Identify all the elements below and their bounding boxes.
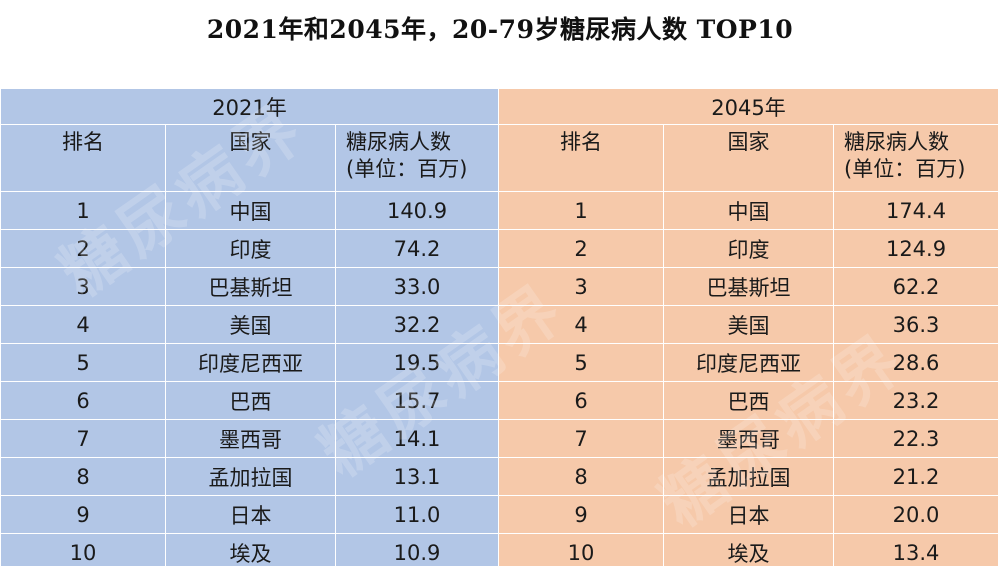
- rank-cell: 10: [0, 533, 166, 572]
- rank-cell: 5: [498, 343, 664, 382]
- rank-cell: 1: [0, 191, 166, 230]
- country-cell: 巴基斯坦: [663, 267, 834, 306]
- value-cell: 33.0: [334, 267, 500, 306]
- value-cell: 174.4: [832, 191, 1000, 230]
- rank-cell: 1: [498, 191, 664, 230]
- country-cell: 美国: [165, 305, 336, 344]
- country-cell: 美国: [663, 305, 834, 344]
- country-cell: 日本: [663, 495, 834, 534]
- country-cell: 中国: [165, 191, 336, 230]
- rank-cell: 8: [0, 457, 166, 496]
- table-row: 4 美国 36.3: [498, 305, 1000, 344]
- year-header: 2045年: [497, 88, 1000, 125]
- metric-header-line1: 糖尿病人数: [844, 130, 949, 154]
- rank-cell: 7: [498, 419, 664, 458]
- table-row: 5 印度尼西亚 28.6: [498, 343, 1000, 382]
- country-cell: 日本: [165, 495, 336, 534]
- value-cell: 13.4: [832, 533, 1000, 572]
- value-cell: 15.7: [334, 381, 500, 420]
- rank-cell: 4: [0, 305, 166, 344]
- country-header: 国家: [165, 124, 336, 192]
- country-cell: 孟加拉国: [165, 457, 336, 496]
- rank-cell: 10: [498, 533, 664, 572]
- country-cell: 巴西: [165, 381, 336, 420]
- table-row: 2 印度 124.9: [498, 229, 1000, 268]
- table-row: 7 墨西哥 22.3: [498, 419, 1000, 458]
- rank-cell: 9: [498, 495, 664, 534]
- value-cell: 28.6: [832, 343, 1000, 382]
- table-row: 1 中国 140.9: [0, 191, 500, 230]
- country-cell: 巴基斯坦: [165, 267, 336, 306]
- rank-cell: 2: [0, 229, 166, 268]
- year-header: 2021年: [0, 88, 500, 125]
- rank-cell: 3: [0, 267, 166, 306]
- chart-title: 2021年和2045年，20-79岁糖尿病人数 TOP10: [206, 15, 794, 44]
- table-row: 4 美国 32.2: [0, 305, 500, 344]
- rank-cell: 5: [0, 343, 166, 382]
- country-cell: 墨西哥: [165, 419, 336, 458]
- table-row: 7 墨西哥 14.1: [0, 419, 500, 458]
- value-cell: 20.0: [832, 495, 1000, 534]
- value-cell: 124.9: [832, 229, 1000, 268]
- country-cell: 印度尼西亚: [165, 343, 336, 382]
- country-cell: 孟加拉国: [663, 457, 834, 496]
- table-2021-panel: 2021年 排名 国家 糖尿病人数 (单位：百万) 1 中国 140.9 2 印度 74.…: [0, 88, 500, 572]
- country-cell: 埃及: [663, 533, 834, 572]
- rank-cell: 6: [498, 381, 664, 420]
- country-cell: 印度: [165, 229, 336, 268]
- value-cell: 22.3: [832, 419, 1000, 458]
- rank-cell: 8: [498, 457, 664, 496]
- value-cell: 13.1: [334, 457, 500, 496]
- value-cell: 140.9: [334, 191, 500, 230]
- value-cell: 10.9: [334, 533, 500, 572]
- rank-cell: 6: [0, 381, 166, 420]
- table-row: 2 印度 74.2: [0, 229, 500, 268]
- metric-header-line1: 糖尿病人数: [346, 130, 451, 154]
- table-row: 10 埃及 13.4: [498, 533, 1000, 572]
- country-cell: 墨西哥: [663, 419, 834, 458]
- table-row: 8 孟加拉国 13.1: [0, 457, 500, 496]
- country-cell: 巴西: [663, 381, 834, 420]
- value-cell: 62.2: [832, 267, 1000, 306]
- rank-header: 排名: [498, 124, 664, 192]
- rank-cell: 3: [498, 267, 664, 306]
- country-cell: 埃及: [165, 533, 336, 572]
- table-2045-panel: 2045年 排名 国家 糖尿病人数 (单位：百万) 1 中国 174.4 2 印度 124…: [497, 88, 1000, 572]
- table-2045: 2045年 排名 国家 糖尿病人数 (单位：百万) 1 中国 174.4 2 印度 124…: [497, 88, 1000, 572]
- metric-header-line2: (单位：百万): [844, 157, 966, 181]
- table-row: 3 巴基斯坦 33.0: [0, 267, 500, 306]
- table-body: 1 中国 174.4 2 印度 124.9 3 巴基斯坦 62.2 4 美国 36.3 5 印度尼西亚 28…: [498, 191, 1000, 572]
- value-cell: 32.2: [334, 305, 500, 344]
- metric-header-line2: (单位：百万): [346, 157, 468, 181]
- table-row: 5 印度尼西亚 19.5: [0, 343, 500, 382]
- value-cell: 11.0: [334, 495, 500, 534]
- metric-header: 糖尿病人数 (单位：百万): [334, 124, 500, 192]
- value-cell: 23.2: [832, 381, 1000, 420]
- table-row: 1 中国 174.4: [498, 191, 1000, 230]
- metric-header: 糖尿病人数 (单位：百万): [832, 124, 1000, 192]
- table-row: 10 埃及 10.9: [0, 533, 500, 572]
- rank-header: 排名: [0, 124, 166, 192]
- rank-cell: 7: [0, 419, 166, 458]
- table-row: 9 日本 11.0: [0, 495, 500, 534]
- table-row: 6 巴西 15.7: [0, 381, 500, 420]
- table-row: 8 孟加拉国 21.2: [498, 457, 1000, 496]
- table-body: 1 中国 140.9 2 印度 74.2 3 巴基斯坦 33.0 4 美国 32.2 5 印度尼西亚 19.…: [0, 191, 500, 572]
- table-row: 6 巴西 23.2: [498, 381, 1000, 420]
- table-row: 3 巴基斯坦 62.2: [498, 267, 1000, 306]
- country-cell: 印度: [663, 229, 834, 268]
- country-cell: 印度尼西亚: [663, 343, 834, 382]
- value-cell: 36.3: [832, 305, 1000, 344]
- value-cell: 74.2: [334, 229, 500, 268]
- value-cell: 19.5: [334, 343, 500, 382]
- table-row: 9 日本 20.0: [498, 495, 1000, 534]
- rank-cell: 9: [0, 495, 166, 534]
- rank-cell: 2: [498, 229, 664, 268]
- rank-cell: 4: [498, 305, 664, 344]
- value-cell: 14.1: [334, 419, 500, 458]
- value-cell: 21.2: [832, 457, 1000, 496]
- country-header: 国家: [663, 124, 834, 192]
- country-cell: 中国: [663, 191, 834, 230]
- table-2021: 2021年 排名 国家 糖尿病人数 (单位：百万) 1 中国 140.9 2 印度 74.…: [0, 88, 500, 572]
